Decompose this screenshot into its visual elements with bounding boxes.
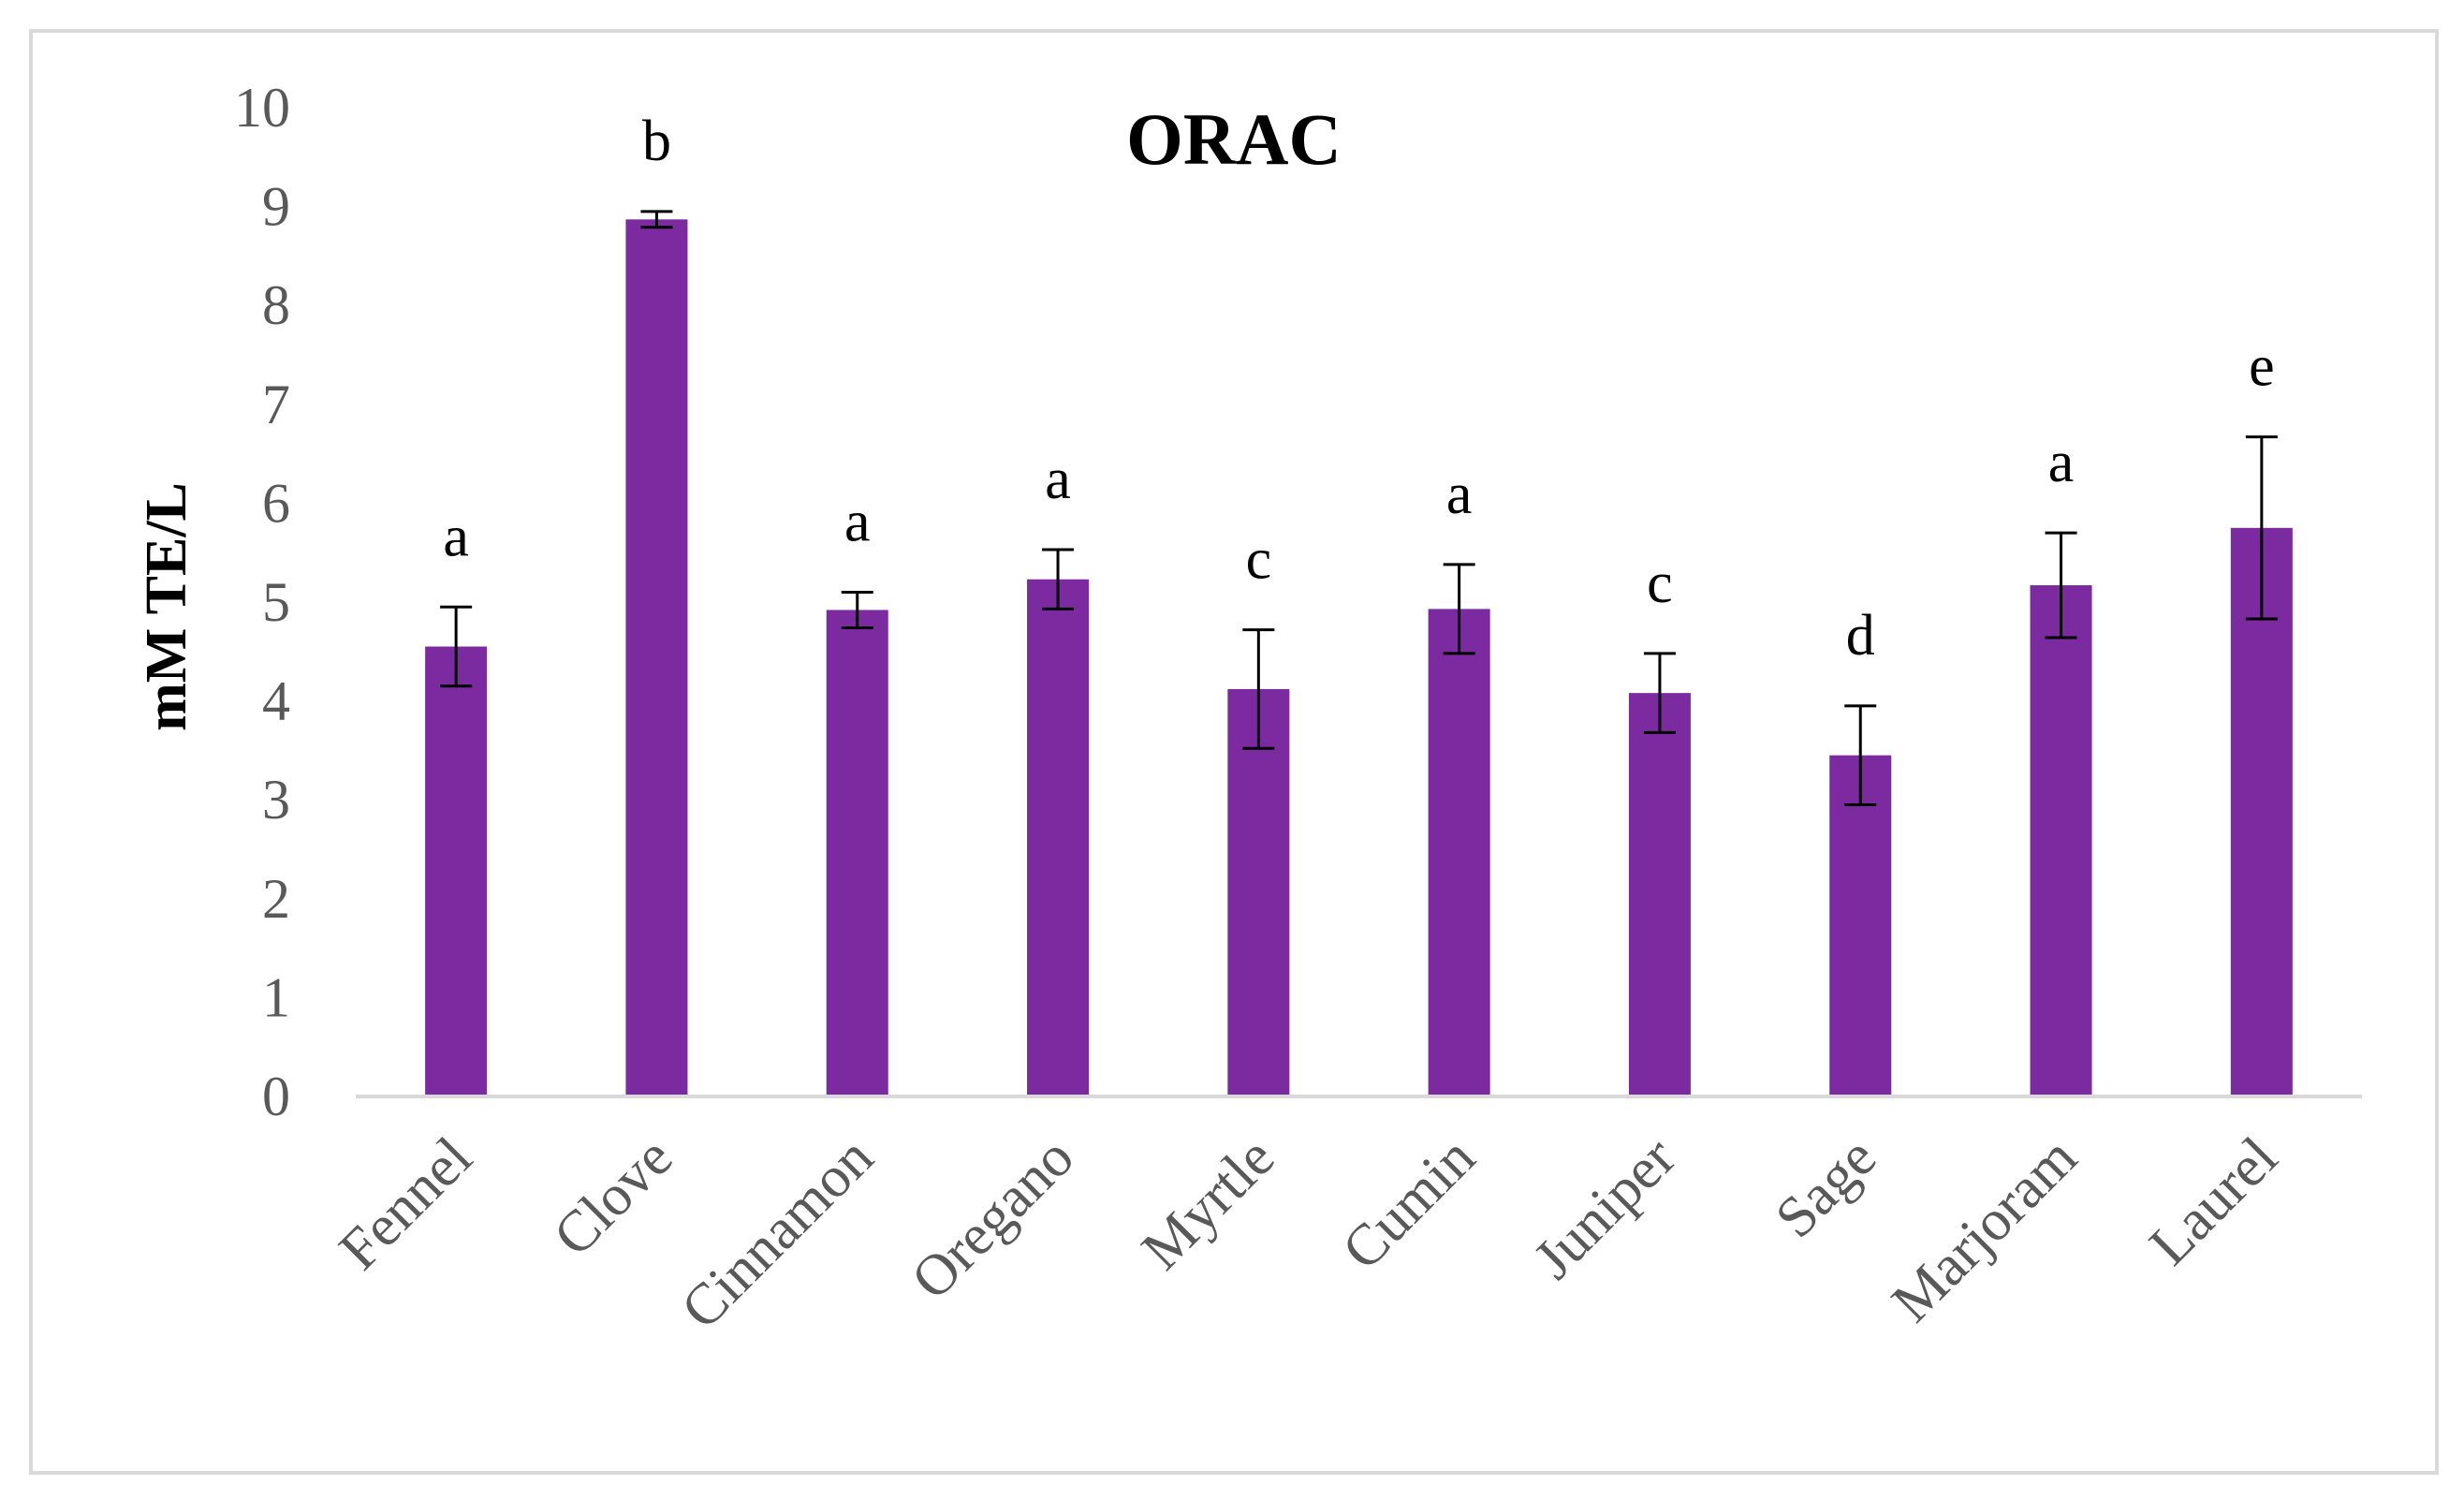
significance-label-juniper: c [1647, 551, 1673, 615]
bar-oregano [1027, 579, 1090, 1096]
bar-clove [625, 219, 688, 1096]
error-bar-sage [1844, 704, 1877, 806]
y-tick-label: 9 [262, 176, 290, 238]
chart-title: ORAC [1126, 98, 1342, 180]
error-bar-laurel [2245, 435, 2278, 621]
bar-sage [1829, 755, 1892, 1096]
error-bar-marjoram [2045, 531, 2077, 640]
y-tick-label: 6 [262, 472, 290, 534]
error-bar-myrtle [1242, 628, 1275, 750]
bar-cinnamon [826, 610, 888, 1096]
y-tick-label: 5 [262, 571, 290, 633]
bar-juniper [1628, 693, 1691, 1096]
y-tick-label: 7 [262, 374, 290, 435]
y-tick-label: 3 [262, 769, 290, 831]
significance-label-cumin: a [1446, 463, 1473, 526]
significance-label-fennel: a [443, 505, 469, 568]
error-bar-juniper [1643, 652, 1676, 734]
significance-label-marjoram: a [2048, 431, 2075, 494]
bar-myrtle [1227, 688, 1290, 1096]
bar-series [425, 219, 2293, 1096]
error-bar-clove [640, 210, 673, 229]
error-bar-fennel [440, 605, 473, 688]
y-tick-label: 4 [262, 670, 290, 732]
significance-label-oregano: a [1045, 448, 1071, 511]
y-axis-ticks: 0 1 2 3 4 5 6 7 8 9 10 [234, 77, 290, 1127]
significance-label-laurel: e [2249, 335, 2275, 399]
y-tick-label: 0 [262, 1066, 290, 1127]
y-tick-label: 2 [262, 868, 290, 930]
error-bar-cinnamon [841, 590, 873, 629]
significance-label-sage: d [1846, 604, 1875, 668]
bar-cumin [1428, 609, 1490, 1096]
y-tick-label: 10 [234, 77, 290, 139]
y-tick-label: 8 [262, 274, 290, 336]
bar-marjoram [2030, 585, 2092, 1096]
bar-fennel [425, 646, 488, 1096]
significance-labels: a b a a c a c d a e [443, 110, 2274, 668]
significance-label-clove: b [642, 110, 671, 173]
error-bar-cumin [1443, 563, 1475, 655]
y-axis-title: mM TE/L [135, 482, 198, 731]
significance-label-myrtle: c [1246, 528, 1272, 592]
error-bar-oregano [1042, 548, 1075, 610]
error-bar-series [440, 210, 2278, 806]
bar-laurel [2230, 527, 2293, 1096]
significance-label-cinnamon: a [844, 490, 871, 553]
y-tick-label: 1 [262, 966, 290, 1028]
